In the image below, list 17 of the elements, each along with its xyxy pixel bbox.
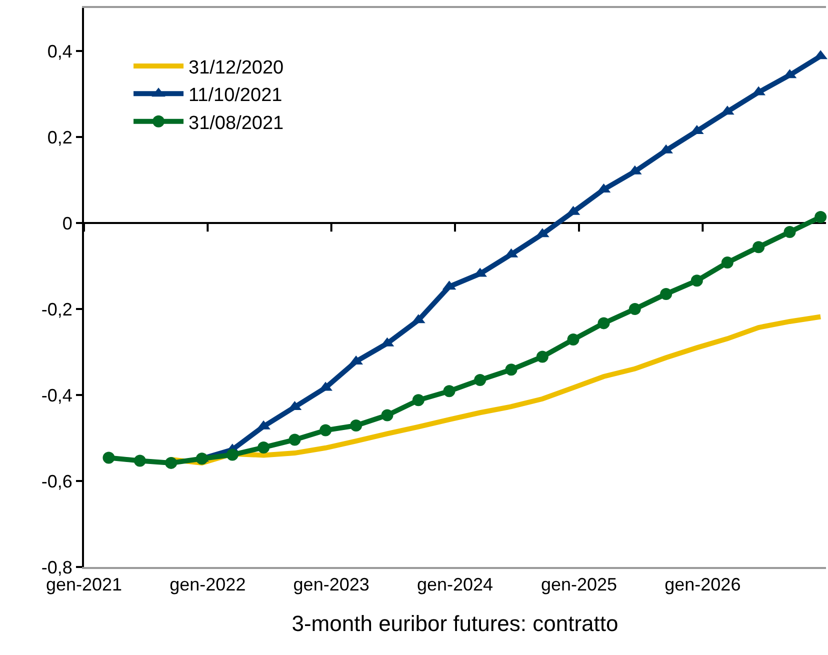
x-tick-label: gen-2022 [170,574,246,595]
x-tick-label: gen-2023 [293,574,370,595]
y-tick-label: -0,8 [41,557,72,578]
x-tick-label: gen-2021 [46,574,122,595]
y-tick-label: -0,4 [41,385,72,406]
y-tick-label: 0 [62,213,72,234]
y-tick-label: -0,6 [41,471,72,492]
x-tick-label: gen-2025 [540,574,618,595]
y-tick-label: 0,4 [47,41,72,62]
x-tick-label: gen-2026 [664,574,741,595]
y-tick-label: 0,2 [47,127,72,148]
legend-label: 11/10/2021 [188,85,282,106]
legend-label: 31/12/2020 [188,57,284,78]
x-axis-title: 3-month euribor futures: contratto [292,611,618,636]
x-tick-label: gen-2024 [416,574,494,595]
y-tick-label: -0,2 [41,299,72,320]
legend-label: 31/08/2021 [188,112,284,134]
